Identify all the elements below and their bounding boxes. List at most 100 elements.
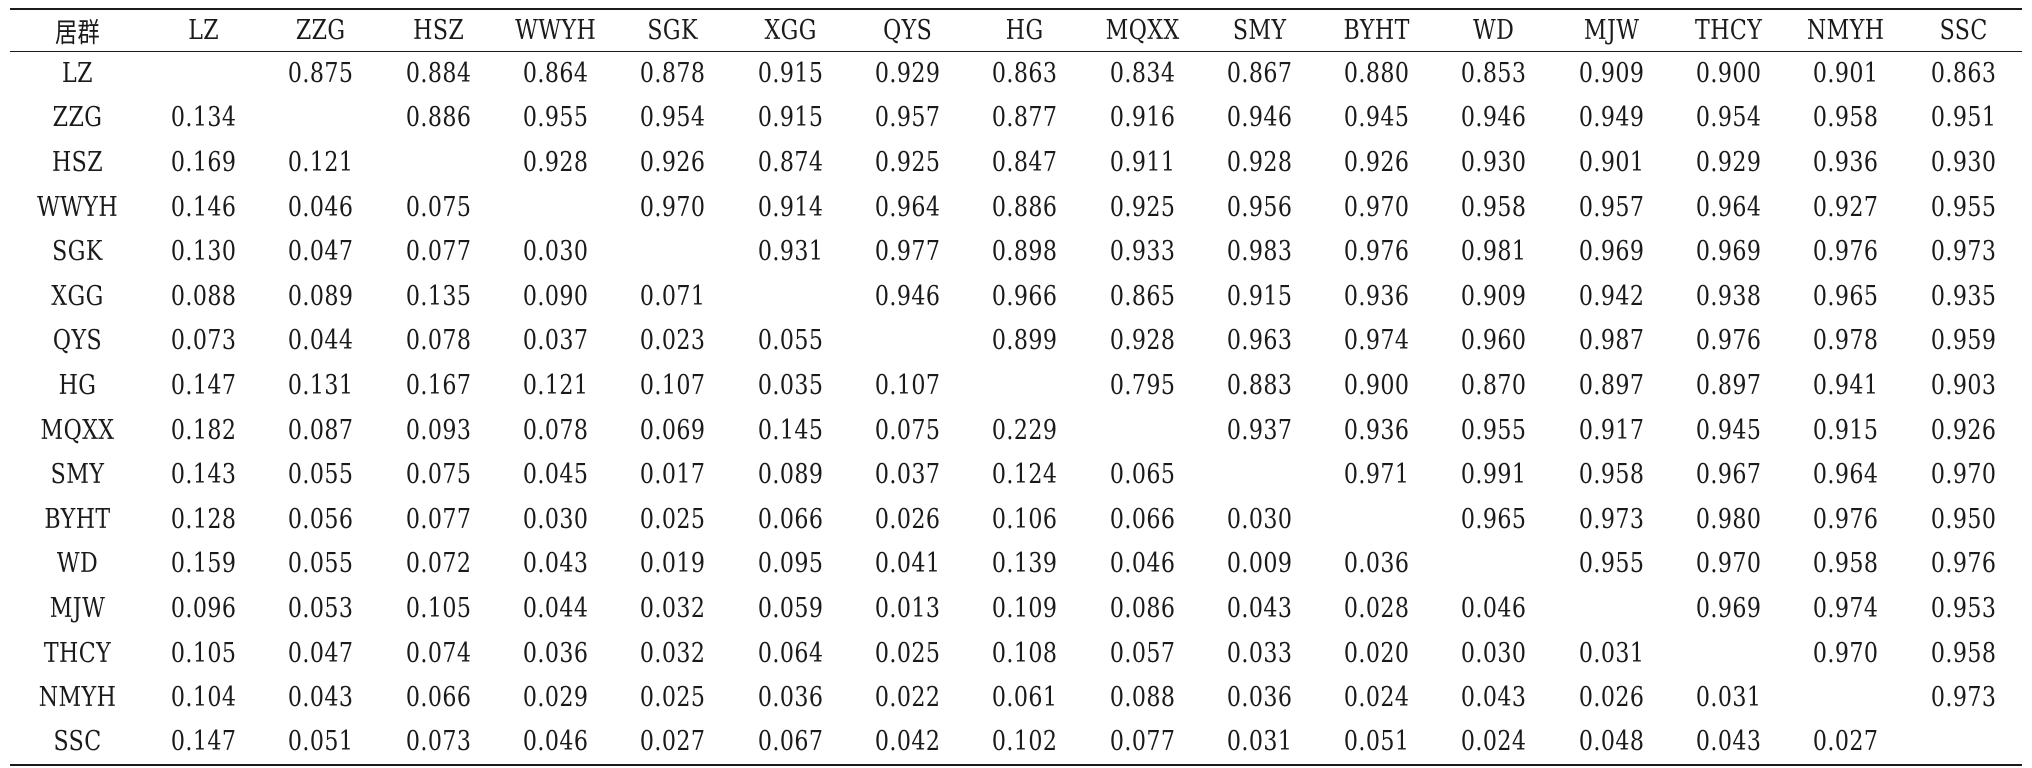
column-header: LZ xyxy=(155,8,252,52)
table-cell: 0.901 xyxy=(1578,146,1645,178)
column-header: THCY xyxy=(1680,8,1777,52)
diagonal-cell xyxy=(742,274,838,319)
table-cell: 0.029 xyxy=(522,682,589,714)
diagonal-cell xyxy=(1329,497,1425,542)
table-cell: 0.146 xyxy=(170,191,237,223)
table-cell: 0.066 xyxy=(757,503,823,535)
diagonal-cell xyxy=(1446,542,1542,587)
distance-matrix-table: 居群 LZ ZZG HSZ WWYH SGK XGG QYS HG MQXX SMY BYHT WD M… xyxy=(10,8,2022,766)
table-cell: 0.088 xyxy=(170,280,237,312)
table-cell: 0.026 xyxy=(1578,682,1645,714)
table-row: BYHT 0.128 0.056 0.077 0.030 0.025 0.066 0.026 0… xyxy=(10,497,2022,542)
table-cell: 0.086 xyxy=(1109,592,1175,624)
table-cell: 0.915 xyxy=(757,102,823,134)
table-cell: 0.030 xyxy=(522,503,589,535)
table-cell: 0.970 xyxy=(1813,637,1879,669)
table-cell: 0.072 xyxy=(405,548,471,580)
table-cell: 0.143 xyxy=(170,459,237,491)
table-cell: 0.886 xyxy=(405,102,471,134)
table-cell: 0.057 xyxy=(1109,637,1175,669)
column-header: NMYH xyxy=(1797,8,1895,52)
diagonal-cell xyxy=(625,229,721,274)
table-cell: 0.964 xyxy=(1695,191,1762,223)
table-cell: 0.093 xyxy=(405,414,471,446)
table-cell: 0.077 xyxy=(405,503,471,535)
table-cell: 0.795 xyxy=(1109,369,1175,401)
column-header: MQXX xyxy=(1094,8,1191,52)
table-cell: 0.028 xyxy=(1344,592,1410,624)
table-cell: 0.915 xyxy=(1813,414,1879,446)
table-cell: 0.031 xyxy=(1695,682,1762,714)
table-cell: 0.970 xyxy=(1930,459,1997,491)
diagonal-cell xyxy=(1798,675,1894,720)
table-cell: 0.159 xyxy=(170,548,237,580)
table-cell: 0.031 xyxy=(1578,637,1645,669)
table-cell: 0.090 xyxy=(522,280,589,312)
column-header: XGG xyxy=(742,8,839,52)
table-cell: 0.022 xyxy=(874,682,941,714)
table-cell: 0.105 xyxy=(170,637,237,669)
table-cell: 0.930 xyxy=(1461,146,1527,178)
table-cell: 0.019 xyxy=(640,548,706,580)
table-cell: 0.853 xyxy=(1461,58,1527,90)
table-cell: 0.969 xyxy=(1695,236,1762,268)
row-header: WWYH xyxy=(36,191,119,223)
table-cell: 0.095 xyxy=(757,548,823,580)
column-header: HG xyxy=(976,8,1073,52)
table-cell: 0.134 xyxy=(170,102,237,134)
row-header: THCY xyxy=(43,637,112,669)
table-cell: 0.026 xyxy=(874,503,941,535)
table-cell: 0.036 xyxy=(1226,682,1293,714)
table-cell: 0.967 xyxy=(1695,459,1762,491)
table-cell: 0.970 xyxy=(640,191,706,223)
table-cell: 0.023 xyxy=(640,325,706,357)
table-cell: 0.020 xyxy=(1344,637,1410,669)
table-cell: 0.974 xyxy=(1344,325,1410,357)
table-cell: 0.903 xyxy=(1930,369,1997,401)
diagonal-cell xyxy=(977,363,1073,408)
table-cell: 0.089 xyxy=(757,459,823,491)
table-cell: 0.025 xyxy=(640,503,706,535)
column-header: QYS xyxy=(859,8,956,52)
table-cell: 0.121 xyxy=(288,146,354,178)
column-header: HSZ xyxy=(390,8,487,52)
table-cell: 0.917 xyxy=(1578,414,1645,446)
table-cell: 0.886 xyxy=(992,191,1058,223)
table-cell: 0.073 xyxy=(390,719,487,766)
table-cell: 0.928 xyxy=(1226,146,1293,178)
table-cell: 0.945 xyxy=(1695,414,1762,446)
table-cell: 0.045 xyxy=(522,459,589,491)
table-cell: 0.941 xyxy=(1813,369,1879,401)
table-cell: 0.949 xyxy=(1578,102,1645,134)
table-cell: 0.965 xyxy=(1461,503,1527,535)
row-header: HSZ xyxy=(51,146,104,178)
table-cell: 0.978 xyxy=(1813,325,1879,357)
table-cell: 0.936 xyxy=(1344,280,1410,312)
table-cell: 0.046 xyxy=(1461,592,1527,624)
table-cell: 0.915 xyxy=(757,58,823,90)
column-header: ZZG xyxy=(272,8,370,52)
table-cell: 0.957 xyxy=(1578,191,1645,223)
table-cell: 0.955 xyxy=(1930,191,1997,223)
table-cell: 0.073 xyxy=(170,325,237,357)
row-header: LZ xyxy=(62,58,93,90)
table-cell: 0.958 xyxy=(1578,459,1645,491)
table-cell: 0.102 xyxy=(976,719,1073,766)
row-header: ZZG xyxy=(52,102,103,134)
diagonal-cell xyxy=(273,96,369,141)
table-cell: 0.863 xyxy=(992,58,1058,90)
table-cell: 0.041 xyxy=(874,548,941,580)
table-cell: 0.936 xyxy=(1813,146,1879,178)
row-header: QYS xyxy=(52,325,103,357)
table-cell: 0.043 xyxy=(1461,682,1527,714)
table-row: MJW 0.096 0.053 0.105 0.044 0.032 0.059 0.013 0.… xyxy=(10,586,2022,631)
table-cell: 0.870 xyxy=(1461,369,1527,401)
table-cell: 0.024 xyxy=(1344,682,1410,714)
table-cell: 0.928 xyxy=(522,146,589,178)
table-cell: 0.991 xyxy=(1461,459,1527,491)
table-cell: 0.976 xyxy=(1344,236,1410,268)
diagonal-cell xyxy=(156,51,252,96)
table-cell: 0.055 xyxy=(757,325,823,357)
table-row: LZ 0.875 0.884 0.864 0.878 0.915 0.929 0.863 0.8… xyxy=(10,51,2022,96)
table-cell: 0.074 xyxy=(405,637,471,669)
